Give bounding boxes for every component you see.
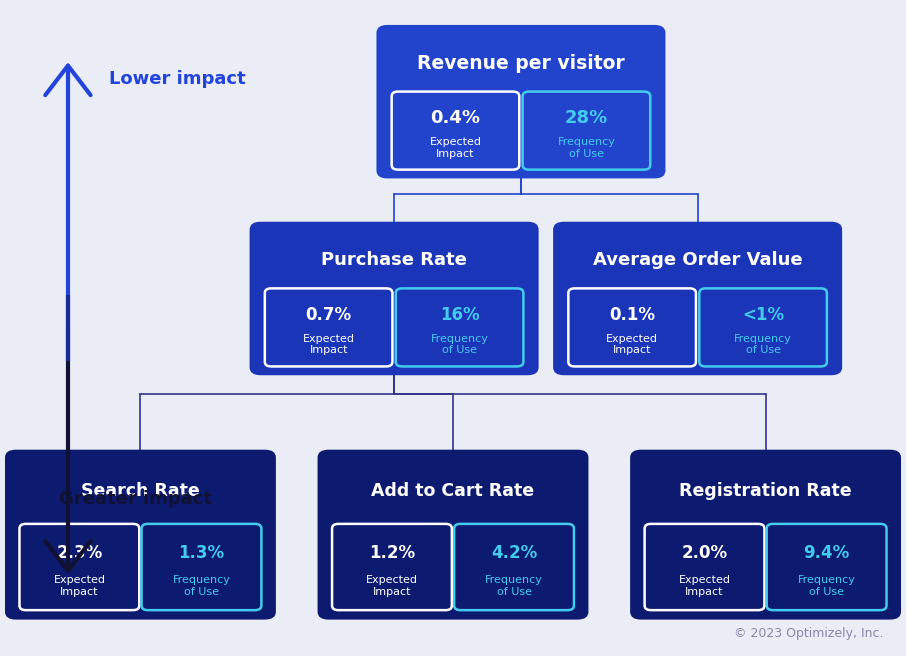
Text: Frequency
of Use: Frequency of Use	[734, 334, 792, 356]
FancyBboxPatch shape	[317, 450, 589, 619]
FancyBboxPatch shape	[396, 289, 524, 367]
FancyBboxPatch shape	[645, 524, 765, 610]
FancyBboxPatch shape	[265, 289, 392, 367]
Text: Expected
Impact: Expected Impact	[366, 575, 418, 597]
Text: Expected
Impact: Expected Impact	[303, 334, 354, 356]
Text: Purchase Rate: Purchase Rate	[321, 251, 467, 269]
Text: 0.1%: 0.1%	[609, 306, 655, 324]
Text: 4.2%: 4.2%	[491, 544, 537, 562]
Text: Expected
Impact: Expected Impact	[53, 575, 105, 597]
Text: 0.7%: 0.7%	[305, 306, 352, 324]
Text: Registration Rate: Registration Rate	[680, 482, 852, 501]
Text: Frequency
of Use: Frequency of Use	[172, 575, 230, 597]
Text: Frequency
of Use: Frequency of Use	[485, 575, 543, 597]
Text: Expected
Impact: Expected Impact	[679, 575, 730, 597]
Text: 9.4%: 9.4%	[804, 544, 850, 562]
Text: Frequency
of Use: Frequency of Use	[797, 575, 855, 597]
Text: Average Order Value: Average Order Value	[593, 251, 803, 269]
FancyBboxPatch shape	[699, 289, 827, 367]
FancyBboxPatch shape	[766, 524, 886, 610]
FancyBboxPatch shape	[249, 222, 538, 375]
FancyBboxPatch shape	[631, 450, 901, 619]
FancyBboxPatch shape	[391, 92, 519, 170]
Text: Expected
Impact: Expected Impact	[429, 137, 481, 159]
Text: 1.3%: 1.3%	[178, 544, 225, 562]
Text: Frequency
of Use: Frequency of Use	[430, 334, 488, 356]
Text: Search Rate: Search Rate	[81, 482, 200, 501]
Text: 1.2%: 1.2%	[369, 544, 415, 562]
Text: Add to Cart Rate: Add to Cart Rate	[371, 482, 535, 501]
FancyBboxPatch shape	[454, 524, 574, 610]
Text: 28%: 28%	[564, 109, 608, 127]
Text: 2.0%: 2.0%	[681, 544, 728, 562]
Text: Lower impact: Lower impact	[109, 70, 246, 88]
FancyBboxPatch shape	[5, 450, 276, 619]
FancyBboxPatch shape	[332, 524, 452, 610]
FancyBboxPatch shape	[19, 524, 140, 610]
Text: Revenue per visitor: Revenue per visitor	[417, 54, 625, 73]
FancyBboxPatch shape	[377, 25, 665, 178]
Text: 16%: 16%	[439, 306, 479, 324]
Text: <1%: <1%	[742, 306, 785, 324]
Text: 0.4%: 0.4%	[430, 109, 480, 127]
FancyBboxPatch shape	[523, 92, 651, 170]
FancyBboxPatch shape	[553, 222, 843, 375]
Text: Expected
Impact: Expected Impact	[606, 334, 658, 356]
FancyBboxPatch shape	[568, 289, 696, 367]
Text: Greater impact: Greater impact	[59, 489, 212, 508]
Text: Frequency
of Use: Frequency of Use	[557, 137, 615, 159]
Text: 2.3%: 2.3%	[56, 544, 102, 562]
Text: © 2023 Optimizely, Inc.: © 2023 Optimizely, Inc.	[734, 626, 883, 640]
FancyBboxPatch shape	[141, 524, 261, 610]
